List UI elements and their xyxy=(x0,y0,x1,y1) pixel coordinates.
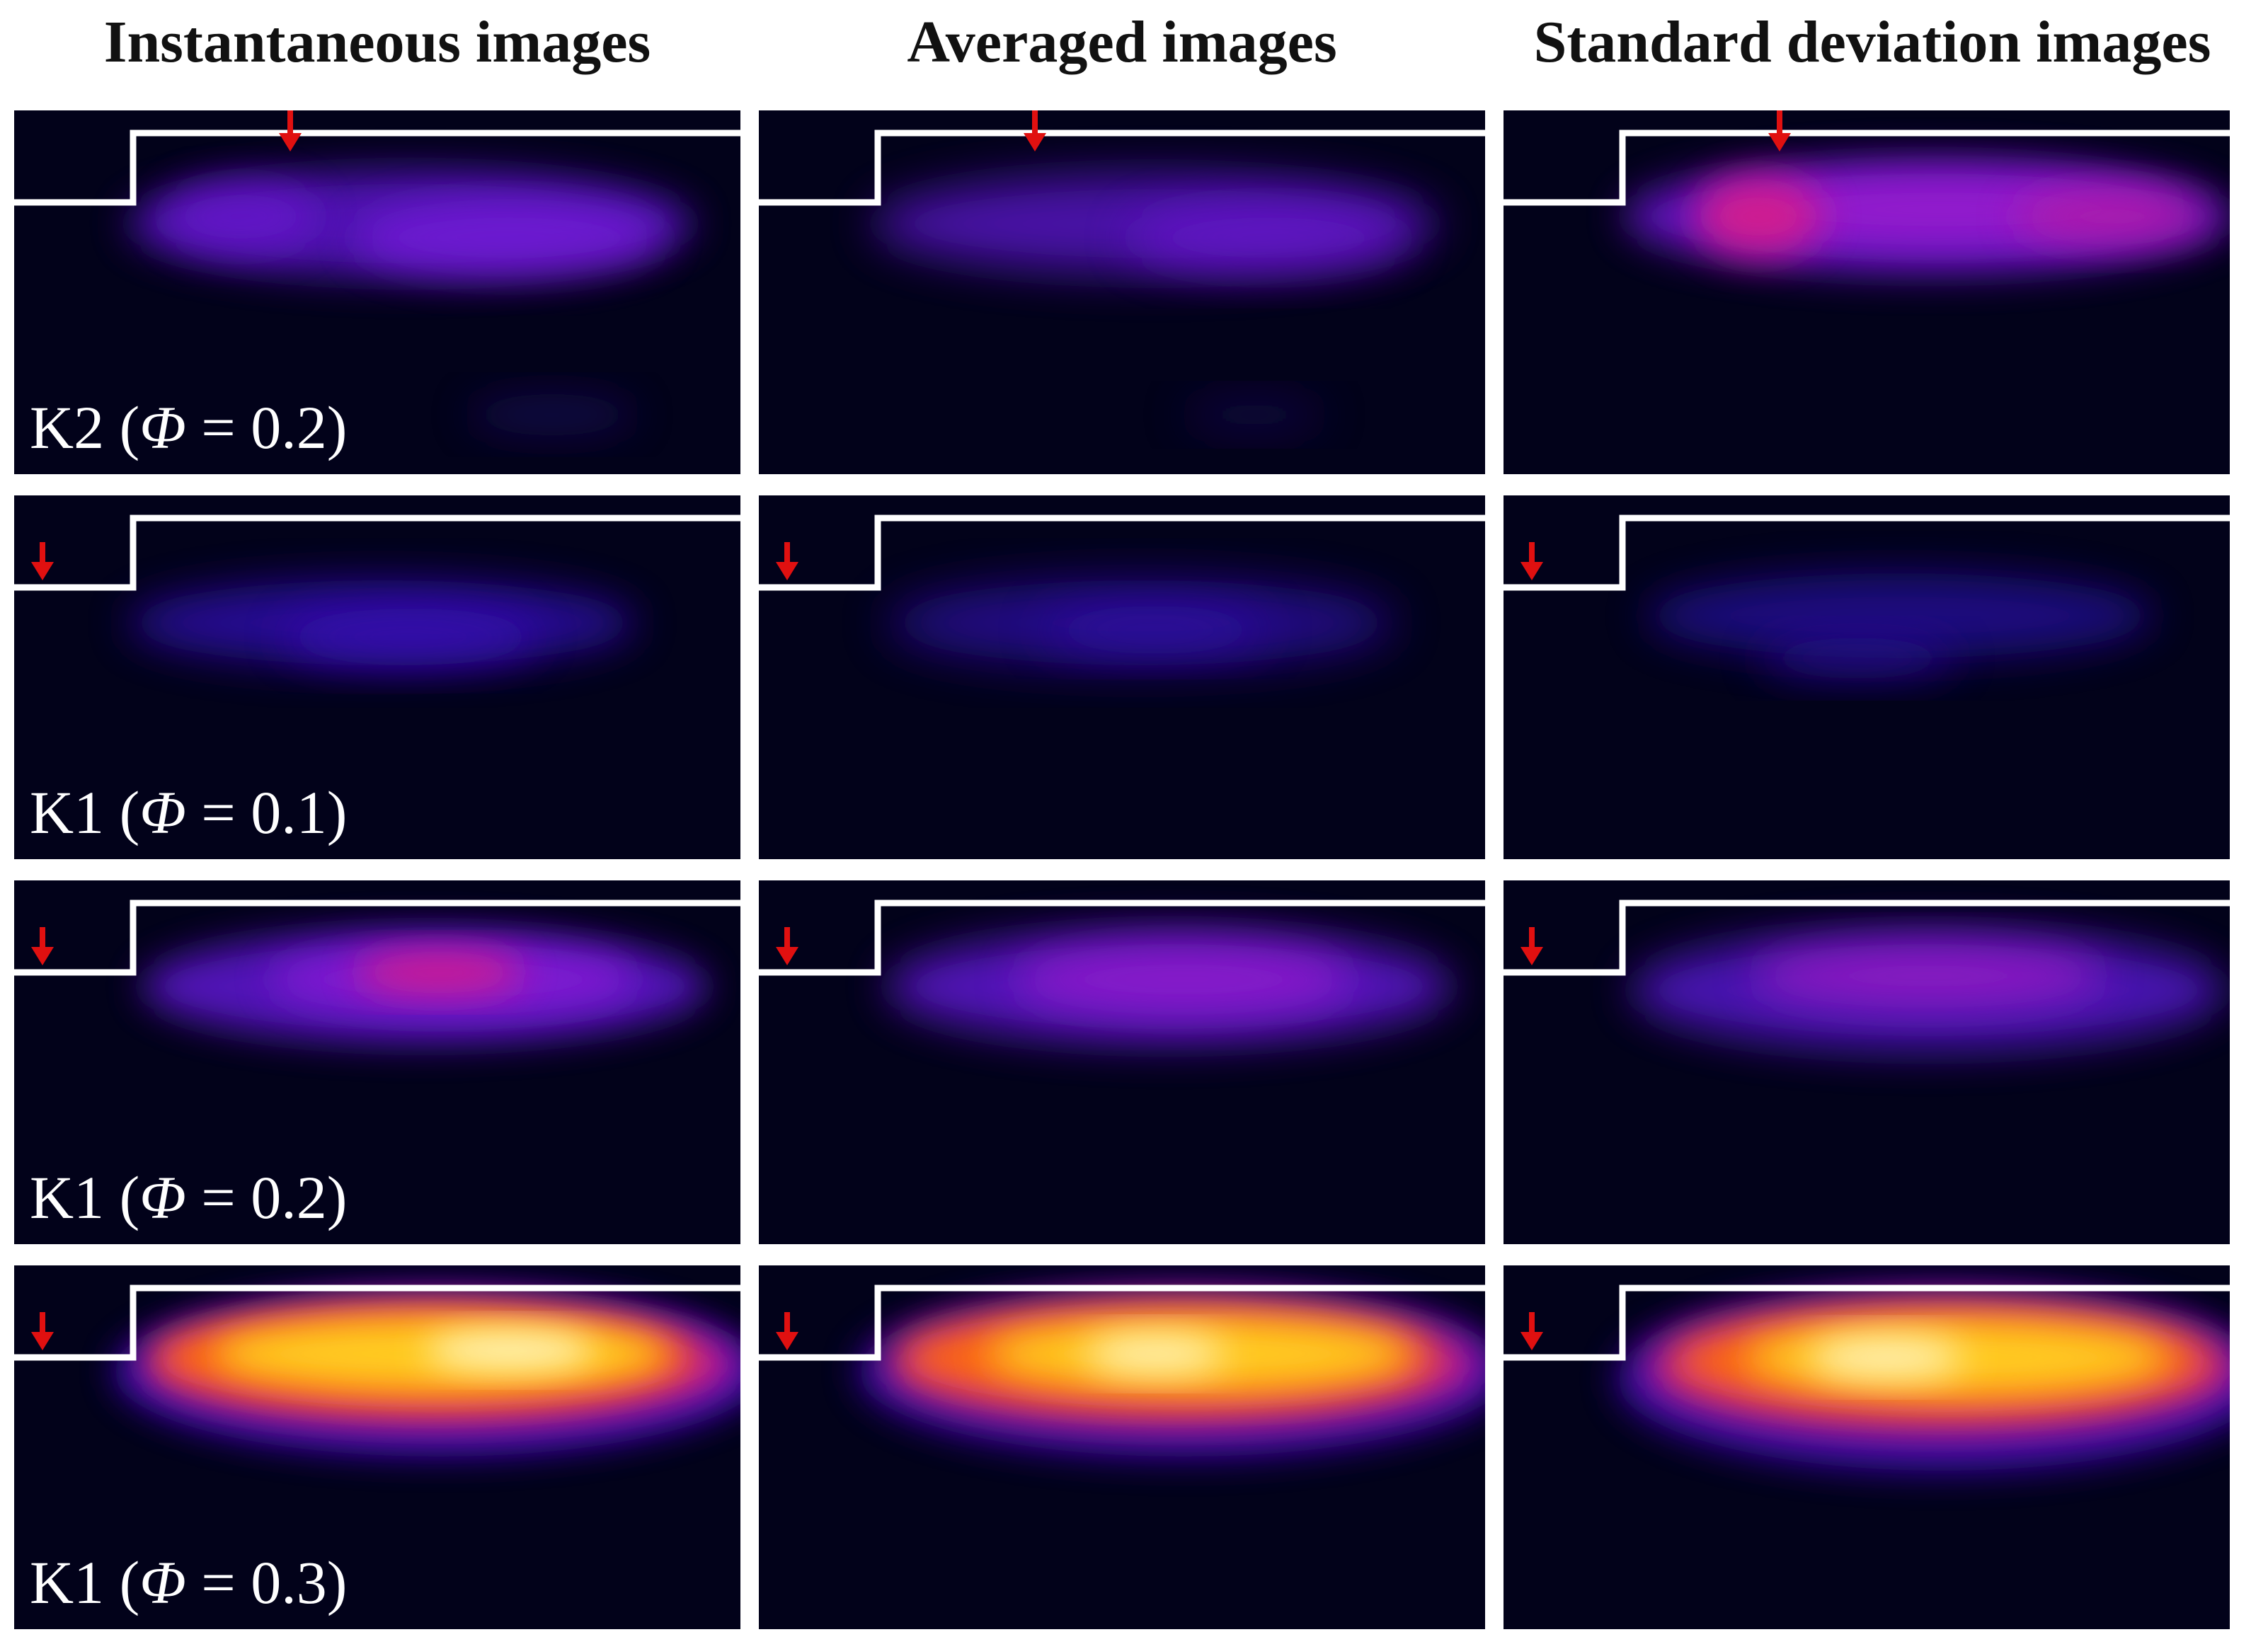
flame-image xyxy=(1504,900,2230,1050)
combustor-outline xyxy=(759,900,1485,976)
flame-image xyxy=(759,1285,1485,1456)
panel-k1-phi01-instantaneous: K1 (Φ = 0.1) xyxy=(14,495,740,859)
panel-k2-phi02-instantaneous: K2 (Φ = 0.2) xyxy=(14,110,740,474)
red-arrow-icon xyxy=(1520,927,1543,965)
panel-k1-phi01-std xyxy=(1504,495,2230,859)
combustor-outline xyxy=(1504,1285,2230,1361)
combustor-outline xyxy=(14,130,740,206)
red-arrow-icon xyxy=(776,1312,798,1350)
flame-image xyxy=(14,1285,740,1456)
red-arrow-icon xyxy=(1024,110,1046,151)
flame-image xyxy=(1504,515,2230,679)
column-title-instantaneous: Instantaneous images xyxy=(103,9,651,75)
combustor-outline xyxy=(759,1285,1485,1361)
panel-k1-phi02-instantaneous: K1 (Φ = 0.2) xyxy=(14,880,740,1244)
combustor-outline xyxy=(14,900,740,976)
row-label-k1-phi02: K1 (Φ = 0.2) xyxy=(30,1163,348,1231)
column-title-averaged: Averaged images xyxy=(907,9,1337,75)
flame-image xyxy=(759,900,1485,1043)
panel-k1-phi01-averaged xyxy=(759,495,1485,859)
combustor-outline xyxy=(1504,515,2230,591)
flame-image xyxy=(14,900,740,1043)
combustor-outline xyxy=(14,1285,740,1361)
panel-k1-phi02-std xyxy=(1504,880,2230,1244)
red-arrow-icon xyxy=(1768,110,1791,151)
red-arrow-icon xyxy=(776,542,798,580)
combustor-outline xyxy=(1504,130,2230,206)
row-label-k1-phi01: K1 (Φ = 0.1) xyxy=(30,778,348,846)
panel-k1-phi03-instantaneous: K1 (Φ = 0.3) xyxy=(14,1265,740,1629)
red-arrow-icon xyxy=(1520,542,1543,580)
combustor-outline xyxy=(14,515,740,591)
panel-k2-phi02-std xyxy=(1504,110,2230,474)
combustor-outline xyxy=(759,515,1485,591)
panel-k1-phi02-averaged xyxy=(759,880,1485,1244)
flame-image xyxy=(14,110,740,436)
column-title-standard-deviation: Standard deviation images xyxy=(1533,9,2211,75)
red-arrow-icon xyxy=(31,1312,54,1350)
panel-k1-phi03-std xyxy=(1504,1265,2230,1629)
red-arrow-icon xyxy=(1520,1312,1543,1350)
flame-image xyxy=(1504,1285,2230,1471)
combustor-outline xyxy=(1504,900,2230,976)
red-arrow-icon xyxy=(31,927,54,965)
combustor-outline xyxy=(759,130,1485,206)
flame-image xyxy=(1504,110,2230,273)
row-label-k1-phi03: K1 (Φ = 0.3) xyxy=(30,1548,348,1616)
flame-image xyxy=(14,515,740,665)
red-arrow-icon xyxy=(279,110,302,151)
flame-image xyxy=(759,515,1485,665)
panel-k2-phi02-averaged xyxy=(759,110,1485,474)
red-arrow-icon xyxy=(31,542,54,580)
flame-image xyxy=(759,110,1485,432)
row-label-k2-phi02: K2 (Φ = 0.2) xyxy=(30,393,348,461)
red-arrow-icon xyxy=(776,927,798,965)
panel-k1-phi03-averaged xyxy=(759,1265,1485,1629)
